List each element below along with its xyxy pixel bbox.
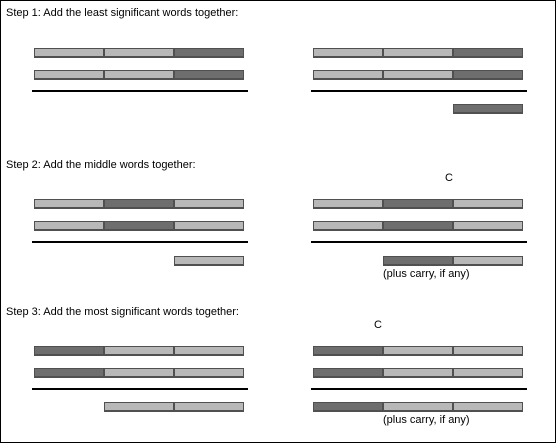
step-3-carry-label: C <box>374 319 382 331</box>
step-2-left-operand-1-word-3 <box>174 199 244 209</box>
step-1-right-operand-1-word-1 <box>313 48 383 58</box>
step-2-right-result-word-2 <box>383 256 453 266</box>
step-2-right-operand-1-word-2 <box>383 199 453 209</box>
step-3-left-sum-line <box>32 388 248 390</box>
step-1-right-operand-1-word-3 <box>453 48 523 58</box>
step-3-right-operand-2-word-2 <box>383 368 453 378</box>
step-1-right-operand-2-word-1 <box>313 70 383 80</box>
step-1-right-sum-line <box>311 90 527 92</box>
step-2-left-sum-line <box>32 241 248 243</box>
step-3-right-operand-1-word-2 <box>383 346 453 356</box>
step-2-left-result-word-3 <box>174 256 244 266</box>
step-3-right-result-word-1 <box>313 402 383 412</box>
step-2-right-operand-2-word-1 <box>313 221 383 231</box>
step-3-right-operand-1-word-3 <box>453 346 523 356</box>
step-2-right-sum-line <box>311 241 527 243</box>
step-1-left-operand-1-word-2 <box>104 48 174 58</box>
step-2-left-operand-2-word-1 <box>34 221 104 231</box>
step-2-left-operand-2-word-3 <box>174 221 244 231</box>
step-3-right-operand-1-word-1 <box>313 346 383 356</box>
step-3-right-result-word-3 <box>453 402 523 412</box>
step-3-right-result-word-2 <box>383 402 453 412</box>
step-1-left-operand-1-word-1 <box>34 48 104 58</box>
step-3-carry-note: (plus carry, if any) <box>383 414 470 426</box>
step-2-carry-note: (plus carry, if any) <box>383 268 470 280</box>
step-3-left-operand-2-word-3 <box>174 368 244 378</box>
step-3-left-operand-1-word-2 <box>104 346 174 356</box>
step-1-left-sum-line <box>32 90 248 92</box>
step-2-left-operand-2-word-2 <box>104 221 174 231</box>
step-3-right-operand-2-word-3 <box>453 368 523 378</box>
step-3-left-operand-2-word-2 <box>104 368 174 378</box>
step-3-left-result-word-2 <box>104 402 174 412</box>
step-2-left-operand-1-word-2 <box>104 199 174 209</box>
step-3-right-operand-2-word-1 <box>313 368 383 378</box>
step-3-left-operand-1-word-1 <box>34 346 104 356</box>
step-3-title: Step 3: Add the most significant words t… <box>6 306 239 318</box>
step-2-right-operand-1-word-1 <box>313 199 383 209</box>
step-1-right-operand-1-word-2 <box>383 48 453 58</box>
step-3-right-sum-line <box>311 388 527 390</box>
step-1-left-operand-2-word-2 <box>104 70 174 80</box>
step-1-title: Step 1: Add the least significant words … <box>6 7 239 19</box>
step-2-left-operand-1-word-1 <box>34 199 104 209</box>
step-1-right-operand-2-word-3 <box>453 70 523 80</box>
step-1-right-operand-2-word-2 <box>383 70 453 80</box>
step-1-left-operand-1-word-3 <box>174 48 244 58</box>
step-1-left-operand-2-word-3 <box>174 70 244 80</box>
step-1-left-operand-2-word-1 <box>34 70 104 80</box>
step-2-right-operand-1-word-3 <box>453 199 523 209</box>
step-1-right-result-word-3 <box>453 104 523 114</box>
step-2-title: Step 2: Add the middle words together: <box>6 159 196 171</box>
step-3-left-operand-2-word-1 <box>34 368 104 378</box>
step-2-right-operand-2-word-2 <box>383 221 453 231</box>
step-2-right-operand-2-word-3 <box>453 221 523 231</box>
step-3-left-operand-1-word-3 <box>174 346 244 356</box>
step-2-carry-label: C <box>445 172 453 184</box>
step-3-left-result-word-3 <box>174 402 244 412</box>
step-2-right-result-word-3 <box>453 256 523 266</box>
